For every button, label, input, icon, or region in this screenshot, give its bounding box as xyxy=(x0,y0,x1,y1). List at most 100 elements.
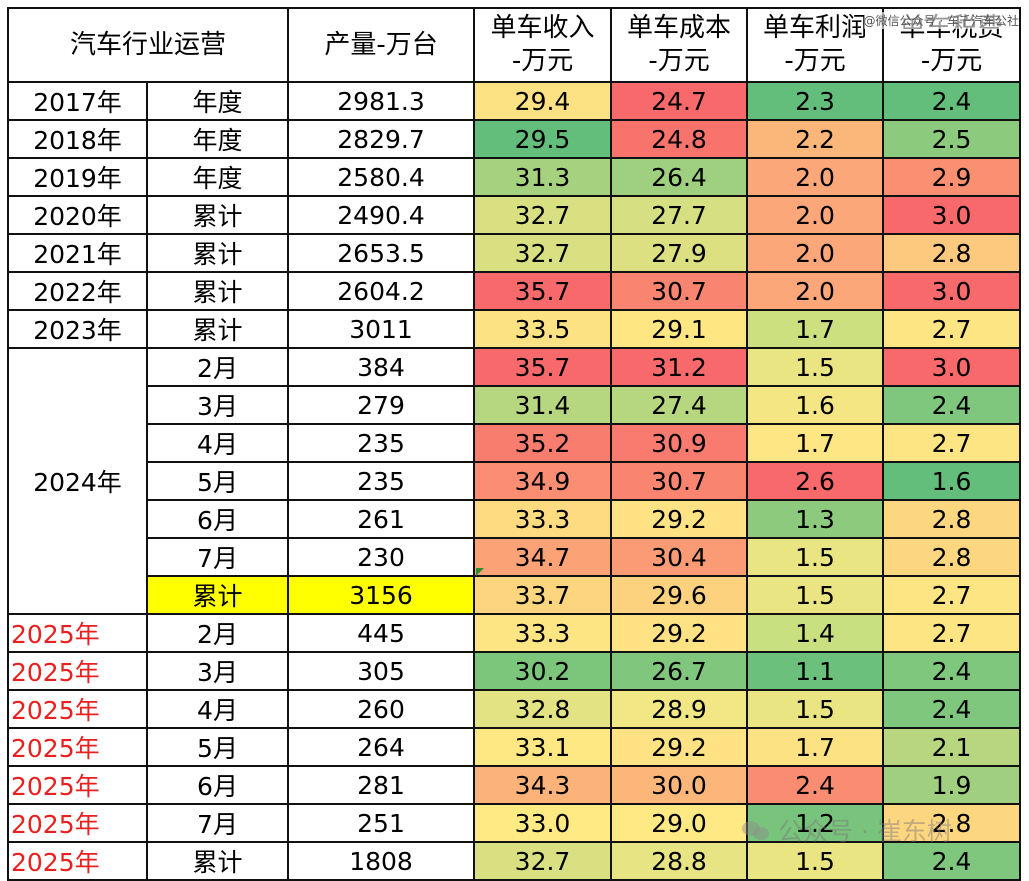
output-cell: 279 xyxy=(287,385,476,425)
tax-cell: 2.4 xyxy=(882,385,1022,425)
cost-cell: 29.2 xyxy=(610,499,749,539)
revenue-cell: 34.9 xyxy=(473,461,613,501)
revenue-cell: 32.7 xyxy=(473,233,613,273)
header-title: 汽车行业运营 xyxy=(6,7,290,83)
period-cell: 7月 xyxy=(145,803,290,843)
profit-cell: 1.4 xyxy=(746,613,885,653)
year-cell: 2020年 xyxy=(7,195,148,235)
table-row: 2020年 累计 2490.4 32.7 27.7 2.0 3.0 xyxy=(7,195,1022,235)
output-cell: 445 xyxy=(287,613,476,653)
cost-cell: 29.2 xyxy=(610,613,749,653)
cost-cell: 31.2 xyxy=(610,347,749,387)
profit-cell: 2.0 xyxy=(746,195,885,235)
period-cell: 7月 xyxy=(145,537,290,577)
output-cell: 2653.5 xyxy=(287,233,476,273)
tax-cell: 3.0 xyxy=(882,271,1022,311)
table-row: 2025年 5月 264 33.1 29.2 1.7 2.1 xyxy=(7,727,1022,767)
revenue-cell: 33.7 xyxy=(473,575,613,615)
period-cell: 累计 xyxy=(145,233,290,273)
cost-cell: 30.7 xyxy=(610,271,749,311)
output-cell: 281 xyxy=(287,765,476,805)
table-row: 累计 3156 33.7 29.6 1.5 2.7 xyxy=(8,575,1022,615)
table-row: 2017年 年度 2981.3 29.4 24.7 2.3 2.4 xyxy=(7,81,1022,121)
output-cell: 2490.4 xyxy=(287,195,476,235)
cost-cell: 24.8 xyxy=(610,119,749,159)
output-cell: 260 xyxy=(287,689,476,729)
output-cell: 2829.7 xyxy=(287,119,476,159)
cost-cell: 29.1 xyxy=(610,309,749,349)
tax-cell: 2.5 xyxy=(882,119,1022,159)
table-row: 2024年 2月 384 35.7 31.2 1.5 3.0 xyxy=(7,347,1022,615)
revenue-cell: 33.1 xyxy=(473,727,613,767)
table-row: 2025年 4月 260 32.8 28.9 1.5 2.4 xyxy=(7,689,1022,729)
revenue-cell: 29.5 xyxy=(473,119,613,159)
year-cell: 2025年 xyxy=(7,765,148,805)
output-cell: 235 xyxy=(287,461,476,501)
tax-cell: 2.8 xyxy=(882,803,1022,843)
auto-industry-table: 汽车行业运营 产量-万台 单车收入-万元 单车成本-万元 单车利润-万元 单车税… xyxy=(6,7,1022,881)
tax-cell: 2.4 xyxy=(882,651,1022,691)
output-cell: 384 xyxy=(287,347,476,387)
cost-cell: 30.0 xyxy=(610,765,749,805)
revenue-cell: 33.5 xyxy=(473,309,613,349)
period-cell: 累计 xyxy=(145,309,290,349)
output-cell: 230 xyxy=(287,537,476,577)
tax-cell: 2.7 xyxy=(882,575,1022,615)
tax-cell: 2.8 xyxy=(882,233,1022,273)
period-cell: 4月 xyxy=(145,689,290,729)
header-cost: 单车成本 -万元 xyxy=(610,7,749,83)
period-cell: 年度 xyxy=(145,119,290,159)
year-cell: 2025年 xyxy=(7,727,148,767)
year-cell: 2025年 xyxy=(7,841,148,881)
tax-cell: 1.9 xyxy=(882,765,1022,805)
table-row: 2025年 累计 1808 32.7 28.8 1.5 2.4 xyxy=(7,841,1022,881)
profit-cell: 1.2 xyxy=(746,803,885,843)
output-cell: 261 xyxy=(287,499,476,539)
period-cell: 3月 xyxy=(145,385,290,425)
output-cell: 305 xyxy=(287,651,476,691)
table-row: 2022年 累计 2604.2 35.7 30.7 2.0 3.0 xyxy=(7,271,1022,311)
header-row: 汽车行业运营 产量-万台 单车收入-万元 单车成本-万元 单车利润-万元 单车税… xyxy=(6,7,1022,83)
cost-cell: 30.7 xyxy=(610,461,749,501)
profit-cell: 1.5 xyxy=(746,575,885,615)
revenue-cell: 30.2 xyxy=(473,651,613,691)
period-cell: 累计 xyxy=(145,271,290,311)
revenue-cell: 35.2 xyxy=(473,423,613,463)
profit-cell: 1.5 xyxy=(746,841,885,881)
year-cell: 2019年 xyxy=(7,157,148,197)
header-revenue: 单车收入 -万元 xyxy=(473,7,613,83)
profit-cell: 1.7 xyxy=(746,423,885,463)
profit-cell: 2.2 xyxy=(746,119,885,159)
tax-cell: 2.4 xyxy=(882,841,1022,881)
cost-cell: 27.4 xyxy=(610,385,749,425)
cost-cell: 28.8 xyxy=(610,841,749,881)
tax-cell: 2.4 xyxy=(882,689,1022,729)
table-row: 2019年 年度 2580.4 31.3 26.4 2.0 2.9 xyxy=(7,157,1022,197)
profit-cell: 2.0 xyxy=(746,157,885,197)
cost-cell: 27.7 xyxy=(610,195,749,235)
tax-cell: 2.9 xyxy=(882,157,1022,197)
cost-cell: 24.7 xyxy=(610,81,749,121)
watermark-bottom: 公众号 · 崔东树 xyxy=(742,812,952,848)
profit-cell: 2.6 xyxy=(746,461,885,501)
profit-cell: 1.7 xyxy=(746,309,885,349)
revenue-cell: 33.3 xyxy=(473,613,613,653)
revenue-cell: 31.4 xyxy=(473,385,613,425)
year-cell: 2018年 xyxy=(7,119,148,159)
wechat-icon xyxy=(742,818,772,842)
period-cell: 累计 xyxy=(145,841,290,881)
table-row: 2025年 2月 445 33.3 29.2 1.4 2.7 xyxy=(7,613,1022,653)
year-cell: 2025年 xyxy=(7,689,148,729)
revenue-cell: 34.7 xyxy=(473,537,613,577)
output-cell: 2981.3 xyxy=(287,81,476,121)
watermark-bottom-text: 公众号 · 崔东树 xyxy=(778,817,952,846)
tax-cell: 2.7 xyxy=(882,423,1022,463)
period-cell: 年度 xyxy=(145,81,290,121)
period-cell: 累计 xyxy=(145,575,290,615)
table-row: 2025年 6月 281 34.3 30.0 2.4 1.9 xyxy=(7,765,1022,805)
cell-marker-icon xyxy=(476,568,484,576)
period-cell: 6月 xyxy=(145,765,290,805)
cost-cell: 29.6 xyxy=(610,575,749,615)
table-row: 4月 235 35.2 30.9 1.7 2.7 xyxy=(8,423,1022,463)
cost-cell: 27.9 xyxy=(610,233,749,273)
